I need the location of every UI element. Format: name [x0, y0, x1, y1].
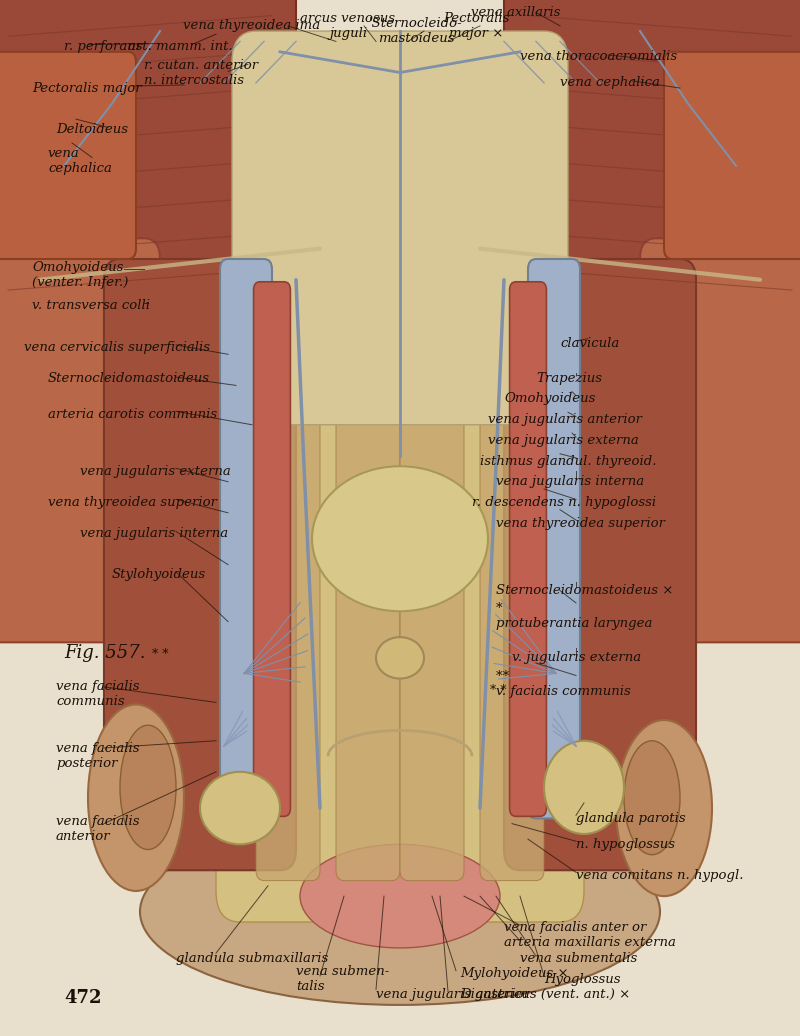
FancyBboxPatch shape	[220, 259, 272, 818]
FancyBboxPatch shape	[232, 31, 568, 425]
Text: vena
cephalica: vena cephalica	[48, 146, 112, 175]
FancyBboxPatch shape	[254, 282, 290, 816]
Text: n. hypoglossus: n. hypoglossus	[576, 838, 675, 851]
Text: 'Sternocleido-
mastoideus: 'Sternocleido- mastoideus	[369, 17, 463, 46]
Text: vena facialis
communis: vena facialis communis	[56, 680, 139, 709]
Text: r. cutan. anterior
n. intercostalis: r. cutan. anterior n. intercostalis	[144, 58, 258, 87]
FancyBboxPatch shape	[510, 282, 546, 816]
FancyBboxPatch shape	[664, 52, 800, 259]
Text: vena submentalis: vena submentalis	[520, 952, 638, 965]
Text: art. mamm. int.: art. mamm. int.	[128, 40, 233, 53]
Text: Pectoralis
major ×: Pectoralis major ×	[443, 11, 509, 40]
FancyBboxPatch shape	[256, 383, 320, 881]
Text: Digastricus (vent. ant.) ×: Digastricus (vent. ant.) ×	[460, 988, 630, 1001]
FancyBboxPatch shape	[480, 383, 544, 881]
FancyBboxPatch shape	[216, 342, 584, 922]
FancyBboxPatch shape	[104, 259, 296, 870]
FancyBboxPatch shape	[0, 238, 160, 642]
Text: vena facialis
anterior: vena facialis anterior	[56, 814, 139, 843]
Text: vena thoracoacromialis: vena thoracoacromialis	[520, 51, 677, 63]
Text: vena comitans n. hypogl.: vena comitans n. hypogl.	[576, 869, 743, 882]
Text: vena thyreoidea superior: vena thyreoidea superior	[48, 496, 217, 509]
Ellipse shape	[544, 741, 624, 834]
Text: * *: * *	[152, 648, 169, 661]
Text: vena cephalica: vena cephalica	[560, 77, 660, 89]
Text: Sternocleidomastoideus: Sternocleidomastoideus	[48, 372, 210, 384]
Text: r. descendens n. hypoglossi: r. descendens n. hypoglossi	[472, 496, 656, 509]
Ellipse shape	[300, 844, 500, 948]
Text: vena jugularis anterior: vena jugularis anterior	[488, 413, 642, 426]
FancyBboxPatch shape	[504, 0, 800, 332]
Ellipse shape	[312, 466, 488, 611]
FancyBboxPatch shape	[336, 383, 400, 881]
Text: ** 
v. facialis communis: ** v. facialis communis	[496, 669, 630, 698]
Text: vena facialis
posterior: vena facialis posterior	[56, 742, 139, 771]
FancyBboxPatch shape	[0, 0, 296, 332]
Text: 472: 472	[64, 988, 102, 1007]
Text: r. perforans: r. perforans	[64, 40, 142, 53]
FancyBboxPatch shape	[0, 52, 136, 259]
Text: Omohyoideus
(venter. Infer.): Omohyoideus (venter. Infer.)	[32, 260, 128, 289]
Ellipse shape	[200, 772, 280, 844]
Text: v. jugularis externa: v. jugularis externa	[512, 652, 641, 664]
FancyBboxPatch shape	[528, 259, 580, 818]
Ellipse shape	[624, 741, 680, 855]
Text: Stylohyoideus: Stylohyoideus	[112, 569, 206, 581]
Text: vena jugularis interna: vena jugularis interna	[496, 476, 644, 488]
Text: arcus venosus
juguli: arcus venosus juguli	[301, 11, 395, 40]
Text: Fig. 557.: Fig. 557.	[64, 643, 146, 662]
Ellipse shape	[120, 725, 176, 850]
Text: Deltoideus: Deltoideus	[56, 123, 128, 136]
Text: Sternocleidomastoideus ×: Sternocleidomastoideus ×	[496, 584, 674, 597]
Text: clavicula: clavicula	[560, 338, 619, 350]
Text: v. transversa colli: v. transversa colli	[32, 299, 150, 312]
Text: glandula parotis: glandula parotis	[576, 812, 686, 825]
Text: vena thyreoidea ima: vena thyreoidea ima	[183, 20, 321, 32]
Text: * *: * *	[490, 684, 506, 697]
Ellipse shape	[88, 704, 184, 891]
Text: vena cervicalis superficialis: vena cervicalis superficialis	[24, 341, 210, 353]
Text: Mylohyoideus ×: Mylohyoideus ×	[460, 968, 569, 980]
Text: isthmus glandul. thyreoid.: isthmus glandul. thyreoid.	[480, 455, 657, 467]
Text: vena jugularis interna: vena jugularis interna	[80, 527, 228, 540]
Text: Trapezius: Trapezius	[536, 372, 602, 384]
Text: vena submen-
talis: vena submen- talis	[296, 965, 390, 994]
Text: Pectoralis major: Pectoralis major	[32, 82, 142, 94]
Ellipse shape	[616, 720, 712, 896]
Text: arteria carotis communis: arteria carotis communis	[48, 408, 217, 421]
FancyBboxPatch shape	[400, 383, 464, 881]
FancyBboxPatch shape	[504, 259, 696, 870]
Text: *
protuberantia laryngea: * protuberantia laryngea	[496, 602, 652, 631]
Text: Hyoglossus: Hyoglossus	[544, 973, 621, 985]
Text: vena facialis anter or: vena facialis anter or	[504, 921, 646, 933]
FancyBboxPatch shape	[640, 238, 800, 642]
Text: vena jugularis externa: vena jugularis externa	[488, 434, 638, 447]
Text: Omohyoideus: Omohyoideus	[504, 393, 595, 405]
Text: vena thyreoidea superior: vena thyreoidea superior	[496, 517, 665, 529]
Ellipse shape	[376, 637, 424, 679]
Text: vena jugularis anterior: vena jugularis anterior	[376, 988, 530, 1001]
Text: glandula submaxillaris: glandula submaxillaris	[176, 952, 328, 965]
Text: arteria maxillaris externa: arteria maxillaris externa	[504, 937, 676, 949]
Text: vena jugularis externa: vena jugularis externa	[80, 465, 230, 478]
Ellipse shape	[140, 818, 660, 1005]
Text: vena axillaris: vena axillaris	[471, 6, 561, 19]
